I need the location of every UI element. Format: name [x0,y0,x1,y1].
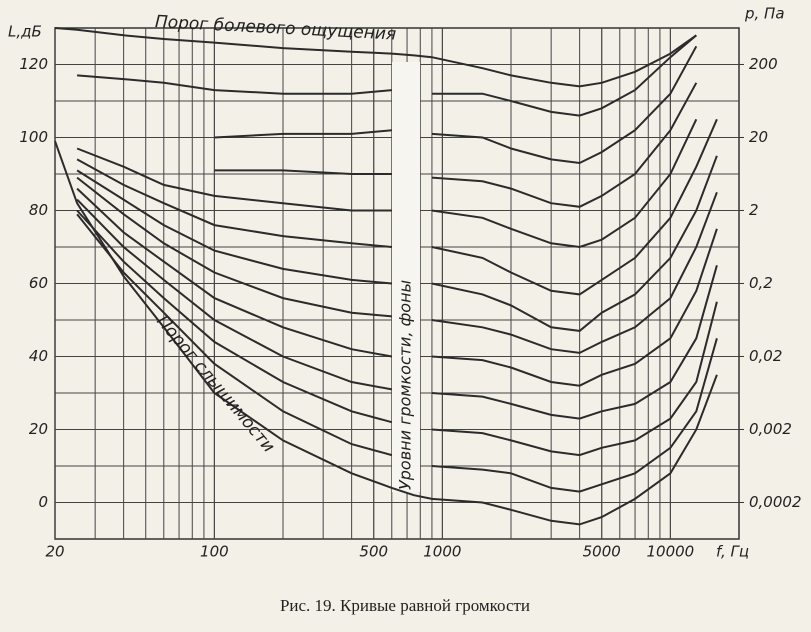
y2-tick-label: 200 [749,55,778,73]
y2-axis-label: p, Па [744,5,785,23]
x-tick-label: 100 [200,543,229,561]
y-tick-label: 80 [29,201,48,219]
loudness-curve [76,198,718,420]
y-tick-label: 0 [38,493,48,511]
y-tick-label: 60 [29,274,48,292]
x-tick-label: 20 [45,543,64,561]
y-axis-label: L,дБ [8,23,42,41]
x-axis-label: f, Гц [716,543,749,561]
loudness-curve [54,27,697,88]
y-tick-label: 20 [29,420,48,438]
x-tick-label: 10000 [647,543,695,561]
y-tick-label: 120 [19,55,48,73]
loudness-curve [76,209,718,457]
caption: Рис. 19. Кривые равной громкости [280,596,530,615]
curves [54,27,718,526]
loudness-curve [214,82,698,208]
label-band [392,62,420,492]
loudness-curve [76,118,698,249]
loudness-curve [76,118,718,296]
loudness-curve [76,176,718,354]
x-tick-label: 1000 [423,543,461,561]
loudness-curve [54,140,718,526]
loudness-curve [76,187,718,387]
y2-tick-label: 0,0002 [749,493,802,511]
y2-tick-label: 0,2 [749,274,773,292]
y2-tick-label: 0,02 [749,347,782,365]
loudness-curve [214,45,698,165]
y2-tick-label: 0,002 [749,420,792,438]
band-label: Уровни громкости, фоны [396,280,415,490]
y-tick-label: 40 [29,347,48,365]
x-tick-label: 500 [359,543,388,561]
x-tick-label: 5000 [583,543,621,561]
y2-tick-label: 2 [749,201,759,219]
loudness-curve [76,213,718,493]
y2-tick-label: 20 [749,128,768,146]
loudness-curve [77,34,697,117]
y-tick-label: 100 [19,128,48,146]
loudness-curve [76,155,718,332]
